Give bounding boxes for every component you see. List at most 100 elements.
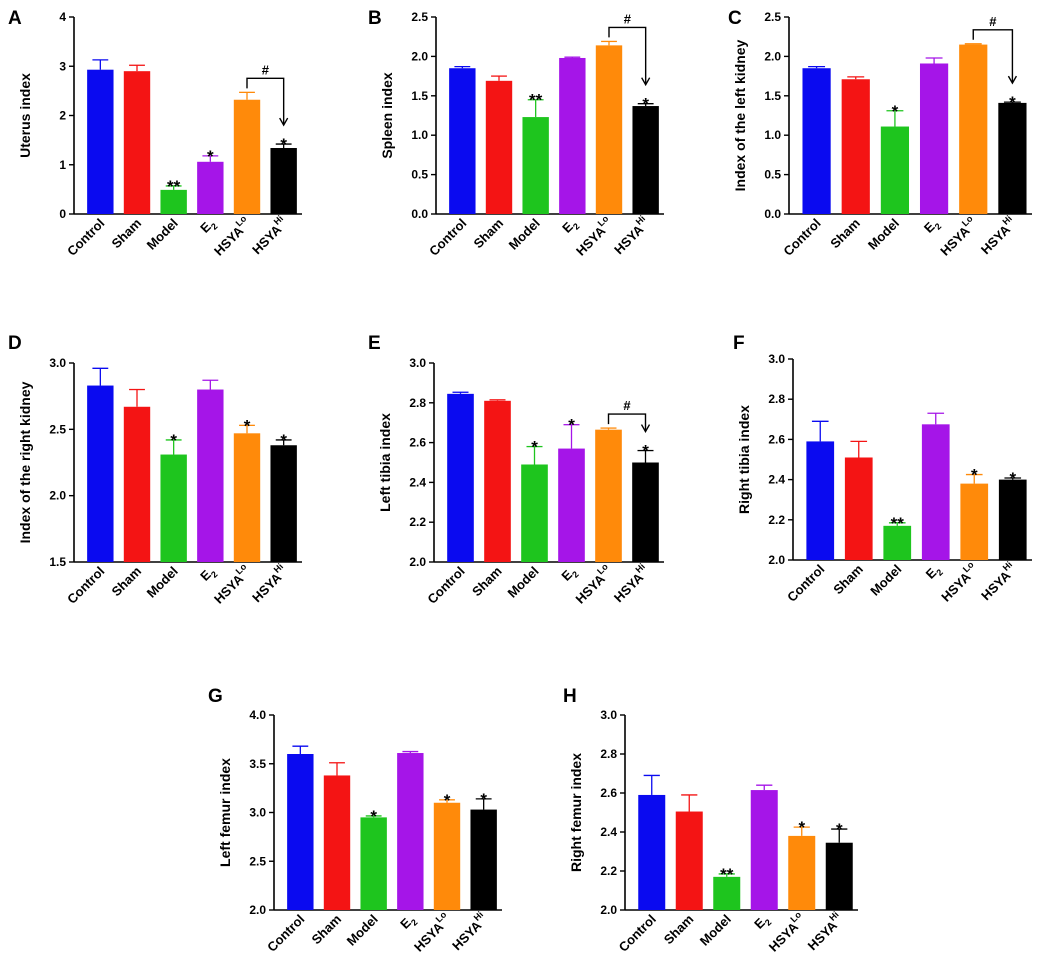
panel-letter: G: [208, 686, 223, 707]
significance-mark: *: [1009, 469, 1016, 488]
bar-hsya-lo: [233, 433, 261, 562]
y-tick-label: 3.0: [768, 352, 785, 366]
x-category-label: Model: [144, 564, 181, 601]
bar-e2: [919, 63, 949, 214]
y-axis-label: Index of the right kidney: [17, 381, 33, 543]
x-category-label: HSYAHi: [247, 561, 291, 605]
panel-letter: D: [8, 333, 22, 354]
x-category-label: Control: [64, 216, 107, 259]
y-tick-label: 2.4: [409, 475, 426, 489]
bar-model: [521, 464, 548, 562]
panel-c: C Index of the left kidney 0.0 0.5 1.0 1.5 2.0…: [728, 8, 1032, 259]
bar-sham: [323, 775, 351, 910]
x-category-label: HSYALo: [209, 561, 255, 607]
y-tick-label: 1: [59, 158, 66, 172]
x-category-label: Sham: [308, 912, 344, 948]
y-tick-label: 3.5: [249, 757, 266, 771]
bar-e2: [197, 161, 224, 214]
y-tick-label: 2.0: [764, 49, 781, 63]
y-tick-label: 4: [59, 10, 66, 24]
significance-mark: *: [170, 431, 177, 450]
comparison-bracket: [246, 77, 285, 125]
significance-mark: *: [207, 147, 214, 166]
x-category-label: Sham: [108, 564, 144, 600]
bar-hsya-hi: [270, 445, 297, 562]
bar-hsya-lo: [595, 429, 622, 562]
bar-hsya-lo: [233, 99, 261, 214]
x-category-label: HSYALo: [764, 909, 810, 955]
y-tick-label: 2.0: [249, 903, 266, 917]
bar-control: [447, 393, 474, 562]
bar-e2: [921, 424, 950, 560]
x-category-label: HSYAHi: [803, 909, 847, 953]
x-category-label: E2: [923, 562, 945, 584]
bar-model: [160, 454, 187, 562]
x-category-label: Control: [426, 216, 469, 259]
x-category-label: Sham: [469, 564, 505, 600]
bar-control: [806, 441, 835, 560]
x-category-label: HSYAHi: [447, 909, 491, 953]
significance-mark: **: [167, 177, 181, 196]
x-category-label: HSYAHi: [976, 213, 1020, 257]
y-tick-label: 2.0: [768, 553, 785, 567]
y-tick-label: 0.5: [411, 168, 428, 182]
x-category-label: HSYAHi: [609, 561, 653, 605]
y-tick-label: 2.6: [409, 436, 426, 450]
bar-hsya-hi: [998, 479, 1027, 560]
bar-e2: [750, 790, 778, 910]
significance-mark: **: [529, 91, 543, 110]
comparison-bracket: [607, 413, 647, 431]
y-tick-label: 2.4: [600, 825, 617, 839]
x-category-label: Model: [504, 564, 541, 601]
significance-mark: *: [370, 807, 377, 826]
significance-mark: *: [1009, 93, 1016, 112]
y-tick-label: 2.4: [768, 473, 785, 487]
y-tick-label: 2: [59, 109, 66, 123]
bracket-label: #: [623, 398, 631, 413]
bar-e2: [559, 57, 586, 215]
bar-hsya-hi: [270, 148, 297, 214]
x-category-label: Sham: [830, 562, 866, 598]
y-tick-label: 2.2: [600, 864, 617, 878]
bar-sham: [675, 811, 703, 910]
bar-hsya-hi: [632, 462, 659, 562]
x-category-label: Control: [616, 912, 659, 955]
bracket-arrowhead: [1007, 75, 1018, 85]
x-category-label: Sham: [661, 912, 697, 948]
x-category-label: Control: [784, 562, 827, 605]
y-axis-label: Right femur index: [568, 753, 584, 872]
y-tick-label: 2.6: [768, 432, 785, 446]
significance-mark: **: [720, 865, 734, 884]
significance-mark: *: [892, 102, 899, 121]
x-category-label: E2: [197, 216, 219, 238]
x-category-label: Sham: [470, 216, 506, 252]
comparison-bracket: [608, 26, 647, 84]
bar-sham: [485, 80, 513, 214]
bar-control: [87, 69, 114, 214]
bar-sham: [841, 79, 870, 214]
bar-hsya-hi: [998, 102, 1027, 214]
y-tick-label: 2.5: [764, 10, 781, 24]
bar-model: [713, 876, 741, 910]
y-tick-label: 2.2: [768, 513, 785, 527]
y-tick-label: 3.0: [49, 356, 66, 370]
bar-hsya-hi: [825, 842, 853, 910]
bar-hsya-lo: [959, 44, 988, 214]
x-category-label: HSYALo: [936, 559, 982, 605]
x-category-label: E2: [559, 216, 581, 238]
x-category-label: HSYAHi: [247, 213, 291, 257]
x-category-label: Model: [344, 912, 381, 949]
significance-mark: *: [568, 416, 575, 435]
x-category-label: Control: [64, 564, 107, 607]
y-tick-label: 2.0: [49, 489, 66, 503]
bar-control: [287, 754, 314, 910]
bar-sham: [123, 71, 151, 214]
x-category-label: Model: [865, 216, 902, 253]
significance-mark: *: [971, 466, 978, 485]
bar-control: [638, 794, 666, 910]
y-tick-label: 2.6: [600, 786, 617, 800]
x-category-label: HSYALo: [935, 213, 981, 259]
y-tick-label: 2.8: [409, 396, 426, 410]
significance-mark: *: [531, 438, 538, 457]
